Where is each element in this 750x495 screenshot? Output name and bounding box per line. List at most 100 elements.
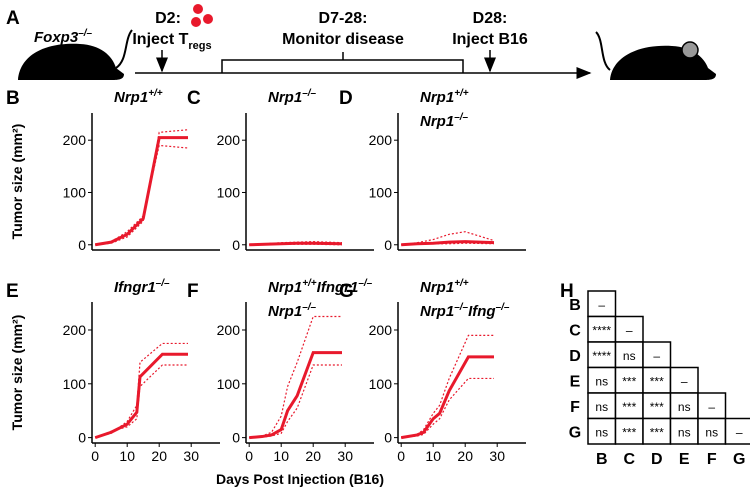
y-tick-label: 100: [217, 376, 241, 392]
y-tick-label: 200: [369, 322, 393, 338]
matrix-cell: [587, 341, 617, 369]
cell-text: ***: [622, 400, 636, 414]
title-text: Ifng: [468, 303, 496, 320]
cell-text: –: [653, 349, 660, 363]
y-tick-label: 200: [369, 132, 393, 148]
y-tick-label: 200: [217, 132, 241, 148]
y-tick-label: 0: [384, 237, 392, 253]
panel-title: Nrp1+/+: [420, 278, 469, 296]
bracket: [221, 52, 464, 73]
matrix-cell: [614, 417, 644, 445]
cell-text: ***: [650, 374, 664, 388]
mean-line: [400, 355, 494, 440]
row-label: B: [569, 297, 581, 314]
y-tick-label: 0: [78, 237, 86, 253]
y-tick-label: 0: [232, 237, 240, 253]
cell-text: ns: [595, 425, 608, 439]
title-text: Nrp1: [420, 113, 454, 130]
cell-text: ns: [678, 425, 691, 439]
panel-title: Nrp1–/–: [420, 112, 469, 130]
cell-text: ****: [592, 323, 611, 337]
cell-text: –: [708, 400, 715, 414]
x-tick-label: 30: [337, 448, 353, 464]
x-tick-label: 20: [305, 448, 321, 464]
matrix-cell: [587, 417, 617, 445]
superscript: –/–: [454, 302, 468, 313]
superscript: +/+: [302, 278, 317, 289]
title-text: Nrp1: [268, 279, 302, 296]
col-label: C: [623, 451, 635, 468]
y-tick-label: 100: [369, 184, 393, 200]
x-tick-label: 10: [273, 448, 289, 464]
title-text: Nrp1: [420, 89, 454, 106]
row-label: D: [569, 348, 581, 365]
mean-line: [94, 136, 188, 247]
cell-text: ****: [592, 349, 611, 363]
mouse-icon: [18, 43, 124, 80]
title-text: Ifngr1: [114, 279, 156, 296]
mean-line: [401, 240, 495, 247]
x-tick-label: 0: [397, 448, 405, 464]
col-label: G: [733, 451, 745, 468]
cell-text: ns: [678, 400, 691, 414]
x-tick-label: 30: [183, 448, 199, 464]
step-day: D7-28:: [319, 10, 368, 27]
panel-title: Nrp1–/–: [268, 88, 317, 106]
panel-letter: B: [6, 88, 20, 109]
timeline: A Foxp3–/– D2: Inject Tregs D7-28: Monit…: [6, 4, 716, 80]
y-tick-label: 200: [217, 322, 241, 338]
y-tick-label: 200: [63, 132, 87, 148]
step-label: Inject B16: [452, 31, 528, 48]
superscript: +/+: [454, 278, 469, 289]
col-label: F: [707, 451, 717, 468]
cell-text: –: [736, 425, 743, 439]
cell-text: –: [598, 298, 605, 312]
superscript: –/–: [454, 112, 468, 123]
individual-line: [401, 334, 494, 439]
cell-text: ns: [705, 425, 718, 439]
superscript: –/–: [496, 302, 510, 313]
panel-title: Nrp1–/–Ifng–/–: [420, 302, 510, 320]
matrix-cell: [614, 341, 644, 369]
matrix-cell: [669, 392, 699, 420]
matrix-cell: [724, 417, 750, 445]
treg-icon: [193, 4, 203, 14]
superscript: –/–: [156, 278, 170, 289]
y-tick-label: 0: [78, 430, 86, 446]
step-label: Monitor disease: [282, 31, 404, 48]
cell-text: ns: [595, 374, 608, 388]
title-text: Nrp1: [420, 303, 454, 320]
mean-line: [249, 351, 342, 440]
row-label: F: [570, 399, 580, 416]
y-tick-label: 100: [63, 184, 87, 200]
row-label: C: [569, 322, 581, 339]
x-tick-label: 0: [91, 448, 99, 464]
col-label: D: [651, 451, 663, 468]
individual-line: [249, 315, 342, 439]
panel-letter: H: [560, 281, 574, 302]
superscript: +/+: [454, 88, 469, 99]
cell-text: –: [626, 323, 633, 337]
x-tick-label: 30: [489, 448, 505, 464]
row-label: G: [569, 424, 581, 441]
cell-text: ns: [595, 400, 608, 414]
row-label: E: [570, 373, 581, 390]
cell-text: ***: [622, 374, 636, 388]
mouse-tail: [595, 31, 611, 71]
superscript: +/+: [148, 88, 163, 99]
mouse-icon: [610, 45, 716, 80]
panel-title: Nrp1+/+: [420, 88, 469, 106]
x-tick-label: 0: [245, 448, 253, 464]
title-text: Nrp1: [268, 89, 302, 106]
panel-letter: G: [339, 281, 354, 302]
y-tick-label: 0: [384, 430, 392, 446]
mean-line: [249, 241, 343, 247]
mouse-tail: [115, 29, 133, 69]
y-tick-label: 100: [369, 376, 393, 392]
individual-line: [401, 377, 494, 439]
panel-letter: C: [187, 88, 201, 109]
x-tick-label: 20: [457, 448, 473, 464]
y-tick-label: 200: [63, 322, 87, 338]
panel-title: Nrp1–/–: [268, 302, 317, 320]
